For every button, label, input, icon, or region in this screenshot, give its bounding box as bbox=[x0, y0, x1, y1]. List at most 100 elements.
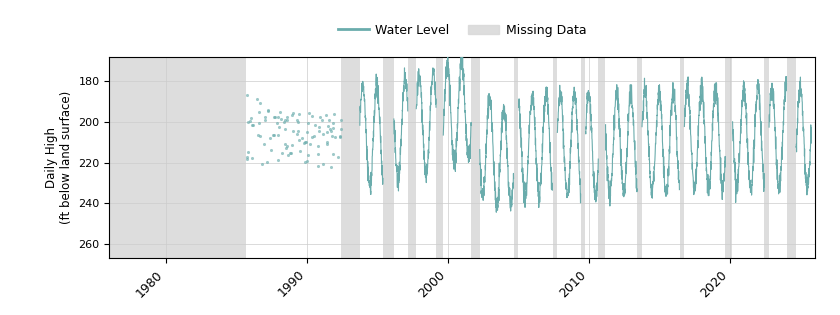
Point bbox=[267, 115, 281, 120]
Point bbox=[333, 135, 347, 140]
Point bbox=[316, 131, 329, 136]
Point bbox=[246, 122, 260, 127]
Point bbox=[323, 117, 336, 122]
Point bbox=[301, 152, 314, 158]
Point bbox=[286, 129, 300, 134]
Point bbox=[305, 114, 318, 119]
Point bbox=[268, 114, 281, 119]
Point bbox=[261, 108, 275, 113]
Point bbox=[271, 132, 285, 137]
Point bbox=[264, 148, 277, 153]
Point bbox=[292, 112, 306, 117]
Point bbox=[331, 154, 344, 159]
Point bbox=[253, 109, 266, 114]
Point bbox=[311, 163, 324, 169]
Point bbox=[302, 110, 316, 115]
Bar bbox=[680, 57, 685, 258]
Point bbox=[278, 117, 291, 123]
Bar bbox=[553, 57, 557, 258]
Point bbox=[271, 158, 285, 163]
Point bbox=[275, 150, 288, 155]
Bar bbox=[726, 57, 732, 258]
Point bbox=[284, 150, 297, 155]
Bar bbox=[383, 57, 394, 258]
Point bbox=[245, 155, 259, 160]
Point bbox=[312, 152, 325, 157]
Point bbox=[334, 118, 348, 123]
Point bbox=[280, 145, 293, 150]
Point bbox=[278, 127, 291, 132]
Bar bbox=[408, 57, 416, 258]
Point bbox=[292, 137, 306, 142]
Point bbox=[301, 158, 314, 163]
Point bbox=[321, 141, 334, 146]
Point bbox=[297, 140, 311, 145]
Point bbox=[260, 160, 274, 165]
Point bbox=[274, 117, 287, 122]
Point bbox=[334, 126, 348, 131]
Point bbox=[316, 162, 329, 167]
Point bbox=[327, 125, 340, 130]
Point bbox=[281, 152, 295, 157]
Point bbox=[299, 140, 312, 145]
Point bbox=[241, 150, 255, 155]
Point bbox=[255, 161, 268, 166]
Point bbox=[240, 155, 254, 160]
Point bbox=[327, 152, 340, 157]
Bar bbox=[109, 57, 245, 258]
Point bbox=[302, 120, 315, 125]
Point bbox=[321, 123, 334, 129]
Point bbox=[326, 120, 339, 125]
Point bbox=[242, 120, 255, 125]
Point bbox=[311, 144, 324, 149]
Bar bbox=[471, 57, 480, 258]
Point bbox=[243, 118, 256, 123]
Point bbox=[251, 133, 265, 138]
Point bbox=[301, 130, 314, 135]
Point bbox=[286, 112, 299, 117]
Legend: Water Level, Missing Data: Water Level, Missing Data bbox=[333, 19, 591, 42]
Point bbox=[324, 164, 338, 169]
Point bbox=[286, 142, 299, 147]
Point bbox=[291, 129, 305, 134]
Point bbox=[254, 101, 267, 106]
Bar bbox=[786, 57, 796, 258]
Point bbox=[298, 160, 312, 165]
Point bbox=[291, 117, 304, 123]
Point bbox=[320, 139, 333, 144]
Point bbox=[257, 141, 270, 146]
Point bbox=[251, 97, 265, 102]
Point bbox=[315, 117, 328, 122]
Point bbox=[325, 134, 339, 139]
Point bbox=[273, 110, 286, 115]
Point bbox=[290, 132, 303, 137]
Point bbox=[239, 157, 253, 162]
Bar bbox=[514, 57, 518, 258]
Point bbox=[295, 135, 308, 140]
Point bbox=[298, 140, 312, 145]
Point bbox=[306, 135, 319, 140]
Point bbox=[303, 141, 317, 146]
Bar bbox=[638, 57, 642, 258]
Bar bbox=[764, 57, 769, 258]
Point bbox=[244, 115, 257, 120]
Bar bbox=[580, 57, 585, 258]
Y-axis label: Daily High
(ft below land surface): Daily High (ft below land surface) bbox=[45, 91, 73, 224]
Point bbox=[323, 127, 337, 132]
Point bbox=[284, 151, 297, 156]
Point bbox=[258, 115, 271, 120]
Point bbox=[270, 120, 284, 125]
Bar bbox=[341, 57, 360, 258]
Point bbox=[271, 114, 285, 119]
Point bbox=[312, 129, 325, 134]
Point bbox=[264, 135, 277, 140]
Point bbox=[333, 134, 347, 139]
Point bbox=[291, 120, 305, 125]
Point bbox=[294, 148, 307, 153]
Point bbox=[261, 108, 275, 113]
Bar bbox=[598, 57, 606, 258]
Point bbox=[281, 117, 294, 123]
Point bbox=[286, 110, 300, 115]
Point bbox=[319, 112, 333, 117]
Point bbox=[280, 143, 293, 148]
